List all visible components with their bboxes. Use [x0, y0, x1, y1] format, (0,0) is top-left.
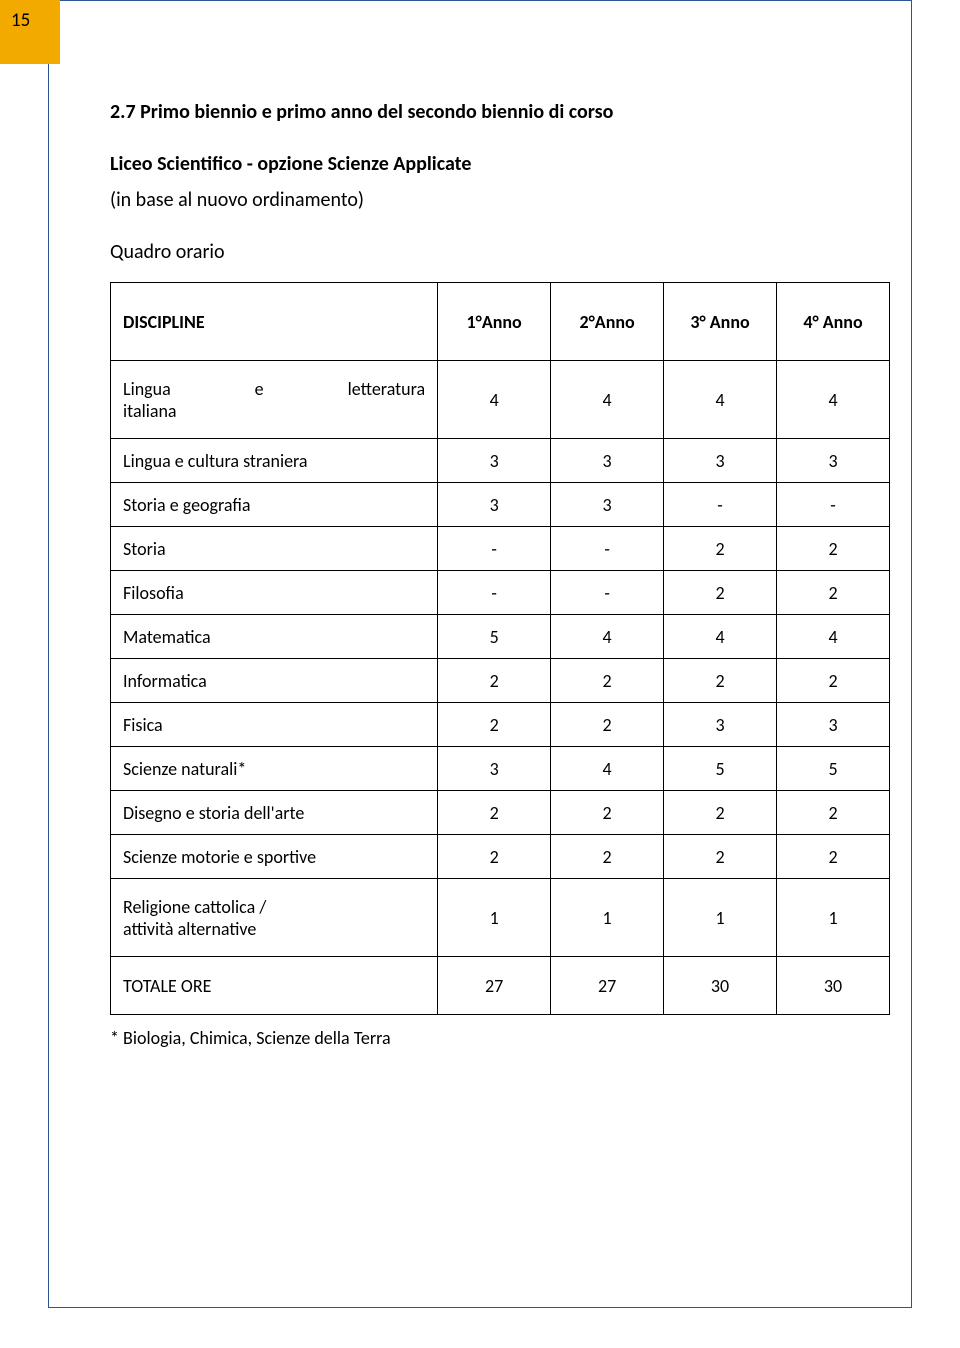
- row-value: 2: [551, 791, 664, 835]
- row-label: Scienze motorie e sportive: [111, 835, 438, 879]
- row-value: 4: [438, 361, 551, 439]
- row-label: Fisica: [111, 703, 438, 747]
- row-value: 3: [551, 483, 664, 527]
- row-value: 4: [551, 747, 664, 791]
- page-number: 15: [11, 9, 30, 32]
- row-label: Scienze naturali*: [111, 747, 438, 791]
- section-heading: 2.7 Primo biennio e primo anno del secon…: [110, 100, 890, 124]
- col-header-anno1: 1°Anno: [438, 283, 551, 361]
- row-value: -: [438, 571, 551, 615]
- row-value: 2: [777, 659, 890, 703]
- subtext: (in base al nuovo ordinamento): [110, 188, 890, 212]
- table-header-row: DISCIPLINE 1°Anno 2°Anno 3° Anno 4° Anno: [111, 283, 890, 361]
- row-value: -: [438, 527, 551, 571]
- row-label: Storia e geografia: [111, 483, 438, 527]
- row-label: Matematica: [111, 615, 438, 659]
- row-value: 2: [551, 659, 664, 703]
- row-label: Lingua e letteraturaitaliana: [111, 361, 438, 439]
- row-value: 2: [777, 571, 890, 615]
- subtitle: Liceo Scientifico - opzione Scienze Appl…: [110, 152, 890, 176]
- row-value: 1: [664, 879, 777, 957]
- row-value: 4: [551, 361, 664, 439]
- row-value: 3: [438, 483, 551, 527]
- row-value: -: [551, 571, 664, 615]
- row-value: 3: [438, 747, 551, 791]
- col-header-anno3: 3° Anno: [664, 283, 777, 361]
- row-value: 2: [664, 527, 777, 571]
- row-value: 5: [438, 615, 551, 659]
- table-row: Storia e geografia33--: [111, 483, 890, 527]
- row-value: 30: [777, 957, 890, 1015]
- table-row: Scienze naturali*3455: [111, 747, 890, 791]
- row-value: 5: [664, 747, 777, 791]
- row-value: 1: [777, 879, 890, 957]
- row-value: 2: [438, 791, 551, 835]
- row-value: 2: [438, 659, 551, 703]
- col-header-anno4: 4° Anno: [777, 283, 890, 361]
- row-value: 2: [664, 571, 777, 615]
- row-value: 2: [551, 835, 664, 879]
- row-value: 1: [551, 879, 664, 957]
- row-label: TOTALE ORE: [111, 957, 438, 1015]
- row-value: -: [664, 483, 777, 527]
- footnote: * Biologia, Chimica, Scienze della Terra: [110, 1027, 890, 1049]
- col-header-anno2: 2°Anno: [551, 283, 664, 361]
- row-value: 2: [438, 703, 551, 747]
- row-label: Informatica: [111, 659, 438, 703]
- content: 2.7 Primo biennio e primo anno del secon…: [110, 100, 890, 1049]
- table-row: TOTALE ORE27273030: [111, 957, 890, 1015]
- orario-label: Quadro orario: [110, 240, 890, 264]
- row-value: 4: [664, 361, 777, 439]
- row-value: 4: [777, 615, 890, 659]
- table-row: Filosofia--22: [111, 571, 890, 615]
- table-row: Religione cattolica /attività alternativ…: [111, 879, 890, 957]
- col-header-discipline: DISCIPLINE: [111, 283, 438, 361]
- table-row: Lingua e letteraturaitaliana4444: [111, 361, 890, 439]
- row-value: -: [551, 527, 664, 571]
- row-value: 5: [777, 747, 890, 791]
- row-value: 27: [551, 957, 664, 1015]
- row-value: 3: [438, 439, 551, 483]
- row-value: 2: [777, 527, 890, 571]
- table-row: Fisica2233: [111, 703, 890, 747]
- row-value: 4: [664, 615, 777, 659]
- table-row: Lingua e cultura straniera3333: [111, 439, 890, 483]
- row-label: Lingua e cultura straniera: [111, 439, 438, 483]
- row-value: 1: [438, 879, 551, 957]
- row-value: 27: [438, 957, 551, 1015]
- row-label: Religione cattolica /attività alternativ…: [111, 879, 438, 957]
- table-row: Informatica2222: [111, 659, 890, 703]
- page-number-box: 15: [0, 0, 60, 64]
- row-value: 3: [664, 439, 777, 483]
- row-value: 30: [664, 957, 777, 1015]
- row-value: 2: [664, 835, 777, 879]
- row-value: 3: [777, 703, 890, 747]
- row-value: 2: [777, 835, 890, 879]
- table-row: Matematica5444: [111, 615, 890, 659]
- row-value: 2: [438, 835, 551, 879]
- table-row: Storia--22: [111, 527, 890, 571]
- row-value: -: [777, 483, 890, 527]
- row-value: 3: [777, 439, 890, 483]
- row-label: Disegno e storia dell'arte: [111, 791, 438, 835]
- row-value: 4: [777, 361, 890, 439]
- row-value: 4: [551, 615, 664, 659]
- row-value: 2: [664, 659, 777, 703]
- row-value: 2: [551, 703, 664, 747]
- row-label: Storia: [111, 527, 438, 571]
- row-label: Filosofia: [111, 571, 438, 615]
- row-value: 2: [777, 791, 890, 835]
- row-value: 3: [664, 703, 777, 747]
- discipline-table: DISCIPLINE 1°Anno 2°Anno 3° Anno 4° Anno…: [110, 282, 890, 1015]
- table-row: Disegno e storia dell'arte2222: [111, 791, 890, 835]
- row-value: 3: [551, 439, 664, 483]
- row-value: 2: [664, 791, 777, 835]
- table-row: Scienze motorie e sportive2222: [111, 835, 890, 879]
